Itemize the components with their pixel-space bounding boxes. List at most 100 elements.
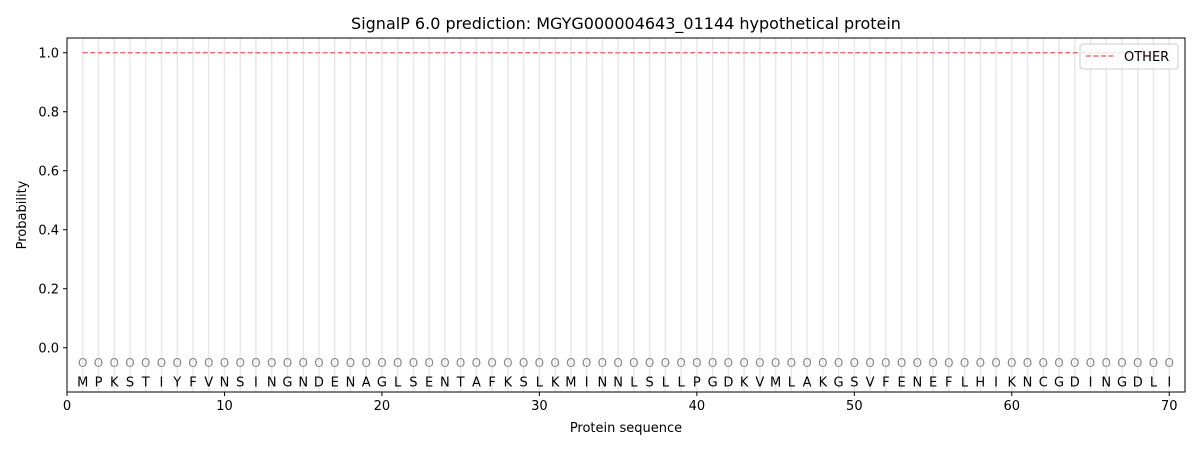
predicted-label-marker: O (125, 356, 134, 370)
residue-letter: N (298, 375, 308, 390)
residue-letter: K (504, 375, 513, 390)
residue-letter: L (536, 375, 544, 390)
predicted-label-marker: O (928, 356, 937, 370)
predicted-label-marker: O (110, 356, 119, 370)
residue-letter: E (897, 375, 905, 390)
predicted-label-marker: O (850, 356, 859, 370)
residue-letter: V (755, 375, 764, 390)
residue-letter: E (929, 375, 937, 390)
predicted-label-marker: O (1133, 356, 1142, 370)
residue-letter: G (1117, 375, 1127, 390)
predicted-label-marker: O (676, 356, 685, 370)
x-tick-label: 30 (531, 399, 548, 414)
predicted-label-marker: O (330, 356, 339, 370)
residue-letter: M (565, 375, 576, 390)
y-tick-label: 0.4 (38, 223, 59, 238)
residue-letter: A (803, 375, 812, 390)
x-tick-label: 60 (1004, 399, 1021, 414)
residue-letter: E (331, 375, 339, 390)
predicted-label-marker: O (487, 356, 496, 370)
x-tick-label: 0 (63, 399, 71, 414)
residue-letter: N (613, 375, 623, 390)
residue-letter: S (645, 375, 653, 390)
y-tick-label: 0.6 (38, 164, 59, 179)
predicted-label-marker: O (409, 356, 418, 370)
predicted-label-marker: O (346, 356, 355, 370)
legend: OTHER (1079, 43, 1179, 70)
residue-letter: V (204, 375, 213, 390)
residue-letter: L (677, 375, 685, 390)
residue-letter: K (1008, 375, 1017, 390)
y-axis-label: Probability (15, 180, 30, 249)
x-tick-label: 50 (846, 399, 863, 414)
predicted-label-marker: O (94, 356, 103, 370)
predicted-label-marker: O (472, 356, 481, 370)
residue-letter: G (282, 375, 292, 390)
residue-layer: OMOPOKOSOTOIOYOFOVONOSOIONOGONODOEONOAOG… (77, 356, 1174, 390)
residue-letter: F (488, 375, 495, 390)
residue-letter: N (267, 375, 277, 390)
x-axis-ticks: 0 10 20 30 40 50 60 70 (63, 392, 1178, 414)
residue-letter: F (882, 375, 889, 390)
predicted-label-marker: O (1165, 356, 1174, 370)
predicted-label-marker: O (834, 356, 843, 370)
predicted-label-marker: O (172, 356, 181, 370)
residue-letter: N (912, 375, 922, 390)
predicted-label-marker: O (1023, 356, 1032, 370)
residue-letter: F (189, 375, 196, 390)
residue-letter: T (141, 375, 150, 390)
predicted-label-marker: O (991, 356, 1000, 370)
predicted-label-marker: O (1149, 356, 1158, 370)
predicted-label-marker: O (739, 356, 748, 370)
y-tick-label: 0.2 (38, 282, 59, 297)
x-tick-label: 10 (216, 399, 233, 414)
predicted-label-marker: O (157, 356, 166, 370)
predicted-label-marker: O (1007, 356, 1016, 370)
residue-letter: L (1150, 375, 1158, 390)
predicted-label-marker: O (865, 356, 874, 370)
residue-letter: I (1167, 375, 1171, 390)
predicted-label-marker: O (566, 356, 575, 370)
predicted-label-marker: O (787, 356, 796, 370)
residue-letter: P (95, 375, 103, 390)
y-tick-label: 0.0 (38, 341, 59, 356)
residue-letter: M (77, 375, 88, 390)
predicted-label-marker: O (204, 356, 213, 370)
x-axis-label: Protein sequence (570, 421, 682, 436)
residue-letter: I (1089, 375, 1093, 390)
predicted-label-marker: O (582, 356, 591, 370)
predicted-label-marker: O (456, 356, 465, 370)
residue-letter: D (314, 375, 324, 390)
residue-letter: I (160, 375, 164, 390)
residue-letter: K (551, 375, 560, 390)
residue-letter: S (236, 375, 244, 390)
predicted-label-marker: O (550, 356, 559, 370)
predicted-label-marker: O (598, 356, 607, 370)
residue-gridlines (81, 38, 1171, 392)
residue-letter: E (425, 375, 433, 390)
predicted-label-marker: O (1039, 356, 1048, 370)
residue-letter: K (740, 375, 749, 390)
residue-letter: L (662, 375, 670, 390)
residue-letter: S (520, 375, 528, 390)
residue-letter: N (346, 375, 356, 390)
residue-letter: G (377, 375, 387, 390)
residue-letter: I (585, 375, 589, 390)
predicted-label-marker: O (519, 356, 528, 370)
predicted-label-marker: O (1117, 356, 1126, 370)
residue-letter: S (850, 375, 858, 390)
residue-letter: Y (172, 375, 181, 390)
predicted-label-marker: O (235, 356, 244, 370)
residue-letter: V (866, 375, 875, 390)
x-tick-label: 20 (374, 399, 391, 414)
x-tick-label: 40 (689, 399, 706, 414)
predicted-label-marker: O (78, 356, 87, 370)
residue-letter: M (770, 375, 781, 390)
predicted-label-marker: O (960, 356, 969, 370)
predicted-label-marker: O (629, 356, 638, 370)
predicted-label-marker: O (424, 356, 433, 370)
predicted-label-marker: O (913, 356, 922, 370)
predicted-label-marker: O (298, 356, 307, 370)
y-tick-label: 1.0 (38, 46, 59, 61)
